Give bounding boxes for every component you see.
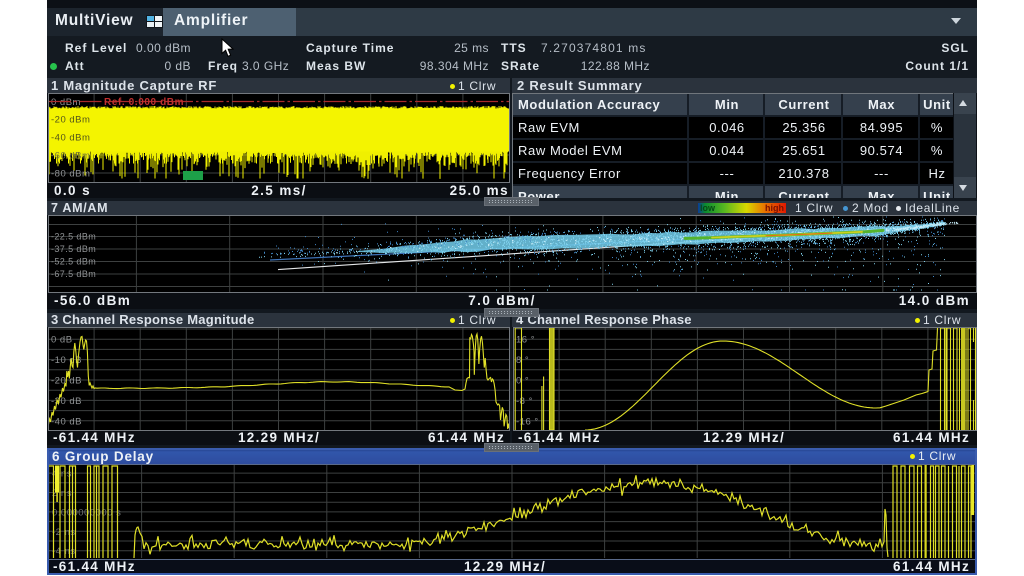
svg-text:0 dBm: 0 dBm xyxy=(51,97,81,108)
svg-text:-30 dB: -30 dB xyxy=(51,396,82,407)
svg-text:-67.5 dBm: -67.5 dBm xyxy=(51,269,96,279)
svg-text:-37.5 dBm: -37.5 dBm xyxy=(51,244,96,254)
svg-text:4 ns: 4 ns xyxy=(52,469,72,480)
svg-text:0 dB: 0 dB xyxy=(51,335,73,346)
svg-text:-22.5 dBm: -22.5 dBm xyxy=(51,232,96,242)
svg-text:-40 dBm: -40 dBm xyxy=(51,133,90,144)
svg-text:8 °: 8 ° xyxy=(516,355,529,366)
svg-text:-52.5 dBm: -52.5 dBm xyxy=(51,257,96,267)
svg-text:Ref. 0.000 dBm: Ref. 0.000 dBm xyxy=(104,97,184,108)
svg-text:-10 dB: -10 dB xyxy=(51,355,82,366)
svg-text:-2 ns: -2 ns xyxy=(52,527,76,538)
svg-text:-20 dBm: -20 dBm xyxy=(51,115,90,126)
svg-text:-60 dBm: -60 dBm xyxy=(51,151,90,162)
svg-text:-8 °: -8 ° xyxy=(516,396,533,407)
svg-text:16 °: 16 ° xyxy=(516,335,535,346)
svg-text:-16 °: -16 ° xyxy=(516,416,539,427)
svg-text:2 ns: 2 ns xyxy=(52,488,72,499)
svg-text:0.000000000 s: 0.000000000 s xyxy=(52,507,121,518)
svg-text:-4 ns: -4 ns xyxy=(52,546,76,557)
svg-text:0 °: 0 ° xyxy=(516,376,529,387)
svg-text:-80 dBm: -80 dBm xyxy=(51,169,90,180)
svg-text:-40 dB: -40 dB xyxy=(51,416,82,427)
